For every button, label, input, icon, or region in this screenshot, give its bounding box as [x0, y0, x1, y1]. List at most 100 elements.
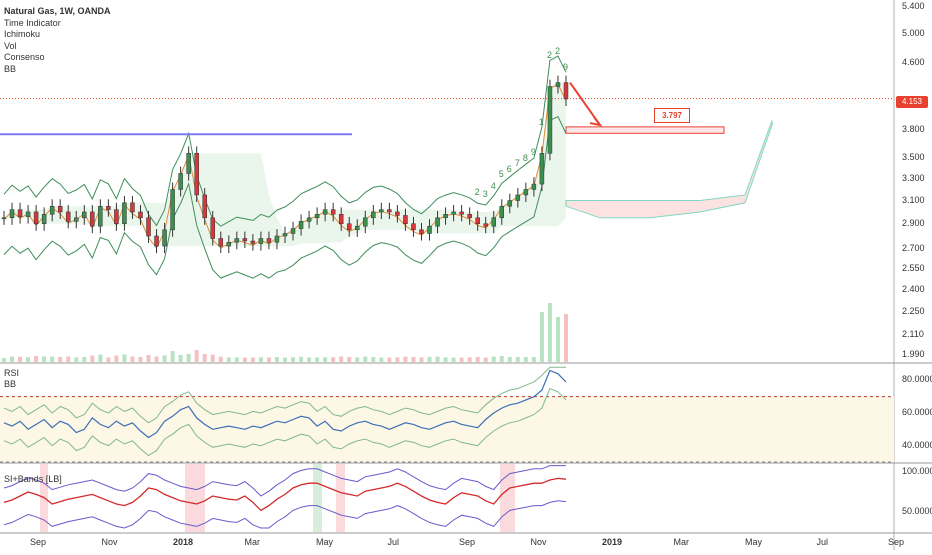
rsi-tick-label: 40.0000 [902, 439, 932, 450]
candle-body [539, 153, 545, 185]
candle-body [122, 202, 127, 225]
td-count-label: 6 [506, 163, 512, 174]
si-highlight-band [313, 464, 322, 532]
td-count-label: 3 [482, 189, 488, 200]
time-tick-label: 2018 [173, 537, 194, 547]
price-tick-label: 1.990 [902, 348, 925, 359]
volume-bar [307, 357, 312, 362]
volume-bar [42, 356, 47, 362]
volume-bar [467, 357, 472, 362]
candle-body [82, 211, 87, 219]
volume-bar [347, 357, 352, 362]
price-tick-label: 3.500 [902, 152, 925, 163]
volume-bar [50, 356, 55, 362]
volume-bar [395, 357, 400, 362]
volume-bar [387, 357, 392, 362]
volume-bar [283, 357, 287, 362]
candle-body [491, 217, 496, 227]
volume-bar [451, 357, 456, 362]
candle-body [322, 209, 328, 215]
candle-body [435, 217, 440, 227]
price-tick-label: 2.700 [902, 242, 925, 253]
td-count-label: 8 [522, 152, 528, 163]
volume-bar [274, 357, 279, 362]
plot-background [0, 0, 894, 550]
candle-body [346, 223, 352, 231]
last-price-tag: 4.153 [896, 96, 928, 108]
volume-bar [226, 357, 231, 362]
volume-bar [114, 355, 119, 362]
volume-bar [250, 357, 255, 362]
volume-bar [531, 357, 536, 362]
indicator-label: Ichimoku [4, 29, 41, 39]
candle-body [330, 209, 336, 215]
volume-bar [419, 357, 424, 362]
candle-body [475, 217, 480, 225]
td-count-label: 9 [530, 147, 536, 158]
volume-bar [339, 356, 344, 362]
candle-body [563, 82, 569, 100]
volume-bar [459, 357, 464, 362]
candle-body [483, 223, 488, 227]
candle-body [443, 214, 448, 219]
candle-body [387, 209, 392, 213]
candle-body [90, 211, 95, 227]
candle-body [306, 217, 312, 222]
si-upper-band [3, 465, 566, 497]
volume-bar [555, 317, 560, 362]
candle-body [106, 205, 111, 210]
price-tick-label: 2.900 [902, 217, 925, 228]
candle-body [547, 86, 553, 154]
volume-bar [379, 357, 384, 362]
candle-body [33, 211, 39, 225]
candle-body [403, 215, 408, 225]
target-price-tag: 3.797 [654, 108, 690, 123]
candle-body [218, 238, 224, 247]
candle-body [154, 235, 159, 247]
candle-body [523, 189, 529, 196]
candle-body [17, 209, 23, 217]
time-tick-label: May [316, 537, 334, 547]
candle-body [202, 194, 207, 219]
volume-bar [299, 356, 304, 362]
volume-bar [34, 356, 39, 362]
time-tick-label: 2019 [602, 537, 623, 547]
candle-body [226, 242, 232, 247]
volume-bar [363, 356, 368, 362]
candle-body [258, 238, 264, 244]
candle-body [49, 205, 55, 215]
volume-bar [162, 355, 167, 362]
volume-bar [331, 357, 336, 362]
time-tick-label: Mar [673, 537, 690, 547]
si-highlight-band [500, 464, 515, 532]
price-tick-label: 3.800 [902, 123, 925, 134]
bollinger-upper [3, 55, 567, 227]
candle-body [170, 189, 175, 231]
rsi-tick-label: 80.0000 [902, 374, 932, 385]
volume-bar [547, 303, 552, 362]
volume-bar [266, 357, 271, 362]
td-count-label: 2 [546, 49, 552, 60]
candle-body [355, 225, 360, 231]
volume-bar [411, 357, 416, 362]
volume-bar [186, 354, 191, 362]
volume-bar [138, 357, 143, 362]
candle-body [146, 217, 151, 237]
candle-body [507, 200, 513, 207]
volume-bar [427, 356, 432, 362]
candle-body [186, 153, 191, 174]
price-tick-label: 3.300 [902, 172, 925, 183]
volume-bar [154, 356, 159, 362]
volume-bar [515, 357, 520, 362]
candle-body [234, 238, 240, 243]
candle-body [65, 211, 71, 222]
candle-body [555, 82, 561, 87]
volume-bar [202, 354, 207, 362]
time-tick-label: Jul [387, 537, 400, 547]
volume-bar [74, 357, 79, 362]
volume-bar [564, 314, 568, 362]
volume-bar [491, 356, 496, 362]
candle-body [499, 205, 505, 219]
candle-body [178, 173, 183, 190]
indicator-label: Vol [4, 40, 17, 51]
